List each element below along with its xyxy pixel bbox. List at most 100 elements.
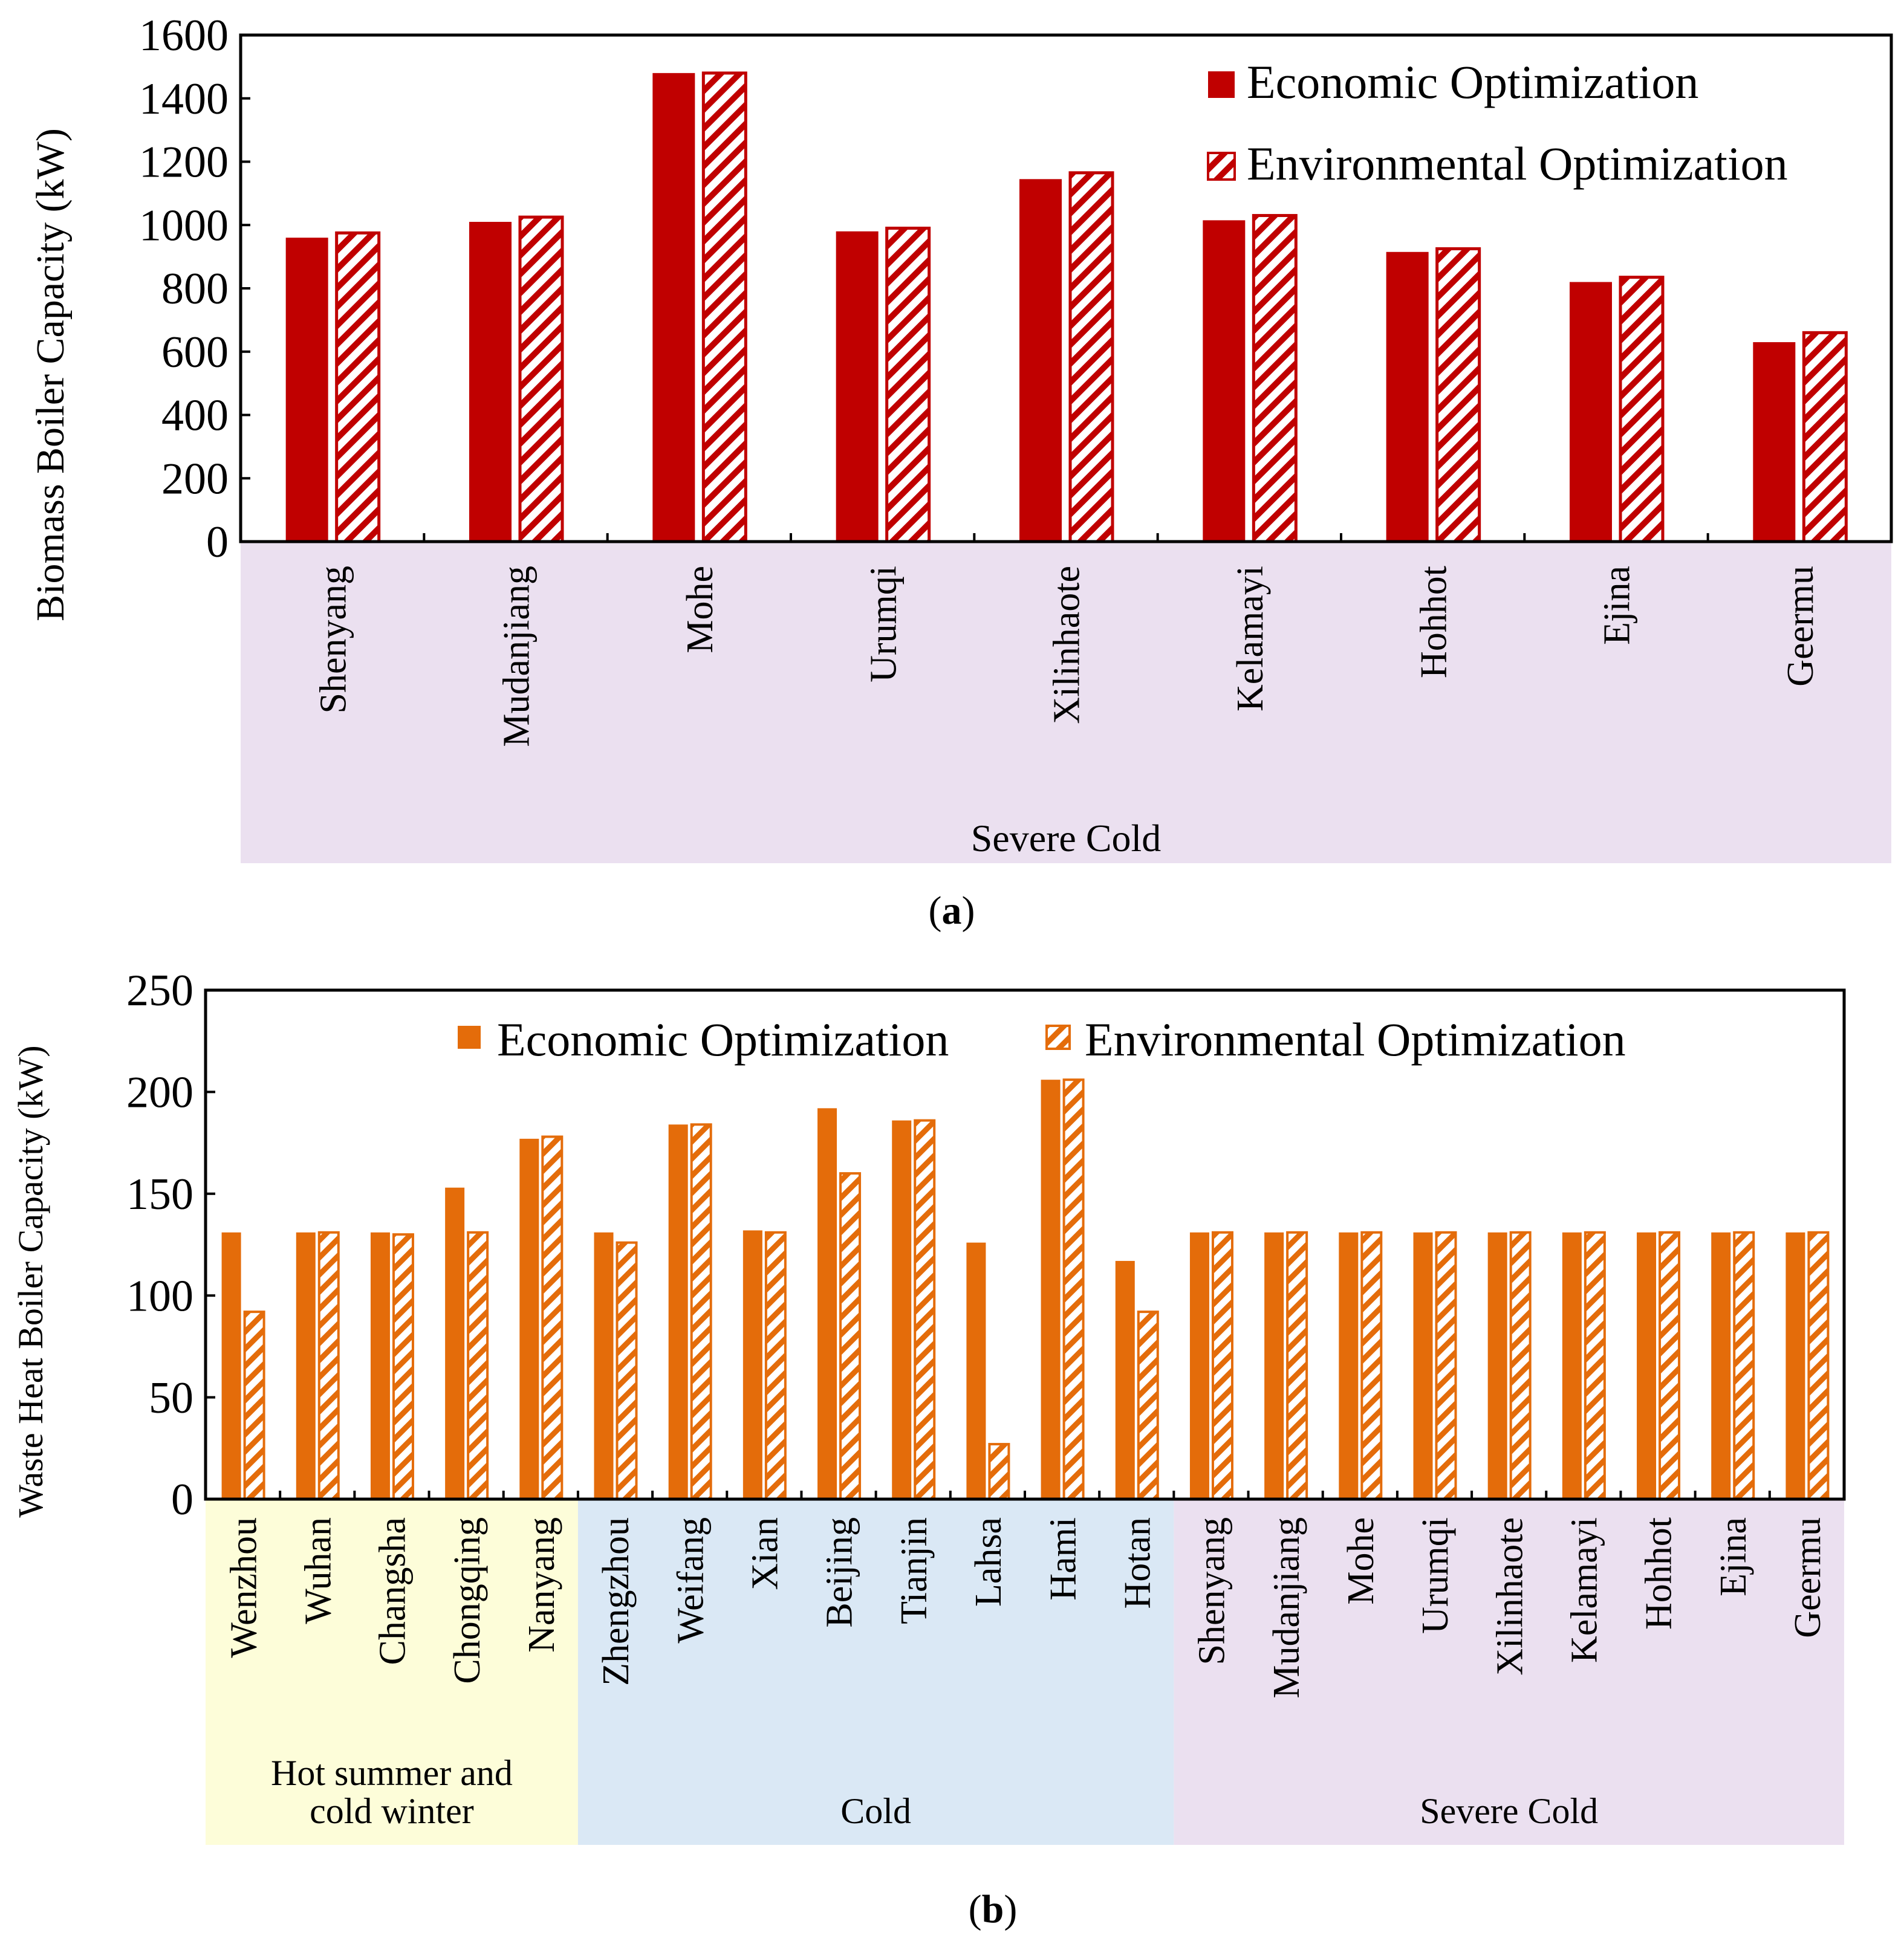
panel-a-bar-economic-xilinhaote (1019, 179, 1062, 542)
panel-b-bands (206, 1499, 1844, 1845)
panel-b-y-tick-label-150: 150 (126, 1170, 193, 1219)
panel-a-y-tick-label-600: 600 (161, 328, 229, 377)
panel-b-bar-environmental-lahsa (988, 1443, 1010, 1500)
panel-b-bar-environmental-kelamayi (1584, 1231, 1606, 1500)
panel-b-category-label-wuhan: Wuhan (297, 1517, 339, 1624)
panel-b-bar-economic-tianjin (892, 1120, 912, 1499)
panel-a-y-tick-label-800: 800 (161, 264, 229, 314)
panel-a-category-label-shenyang: Shenyang (313, 566, 354, 714)
panel-b-band-0 (206, 1499, 578, 1845)
panel-b-bar-environmental-urumqi (1435, 1231, 1457, 1500)
panel-a-bar-economic-geermu (1753, 342, 1796, 542)
panel-a-bar-economic-urumqi (836, 231, 879, 542)
panel-b-caption-letter: b (982, 1887, 1004, 1931)
panel-a-y-tick-label-0: 0 (206, 517, 229, 567)
panel-b-bar-economic-geermu (1785, 1232, 1805, 1499)
panel-b-y-tick-label-250: 250 (126, 966, 193, 1016)
panel-b-ticks: 0 50 100 150 200 250 (126, 966, 1771, 1525)
panel-b-bar-environmental-changsha (392, 1233, 414, 1501)
panel-a-bar-environmental-shenyang (335, 231, 381, 543)
panel-b-bar-environmental-hohhot (1659, 1231, 1681, 1500)
panel-b-bar-environmental-hami (1062, 1078, 1085, 1500)
panel-b-category-label-xilinhaote: Xilinhaote (1489, 1517, 1530, 1676)
panel-a-bar-environmental-mohe (701, 71, 747, 543)
panel-b-bar-economic-urumqi (1413, 1232, 1433, 1499)
panel-b-bar-environmental-chongqing (467, 1231, 489, 1500)
panel-b-bar-economic-xian (742, 1230, 762, 1499)
panel-a-legend-swatch-economic (1208, 71, 1235, 98)
panel-b-bar-economic-shenyang (1189, 1232, 1209, 1499)
panel-b-bar-environmental-zhengzhou (616, 1241, 638, 1501)
panel-b-bar-environmental-wenzhou (243, 1311, 265, 1501)
panel-b-y-tick-label-50: 50 (149, 1373, 193, 1423)
panel-a-category-labels: Shenyang Mudanjiang Mohe Urumqi Xilinhaote Ke… (313, 566, 1821, 747)
panel-b-category-label-hohhot: Hohhot (1639, 1517, 1680, 1630)
panel-b-bar-environmental-wuhan (317, 1231, 340, 1500)
panel-b-bar-environmental-nanyang (541, 1135, 564, 1500)
panel-b-category-label-kelamayi: Kelamayi (1564, 1517, 1605, 1663)
panel-b-bar-economic-mudanjiang (1264, 1232, 1284, 1499)
panel-a-bar-environmental-hohhot (1435, 247, 1481, 543)
panel-b-category-label-mohe: Mohe (1340, 1517, 1382, 1605)
panel-b-bar-economic-wenzhou (221, 1232, 241, 1499)
panel-b-bar-economic-nanyang (519, 1138, 539, 1499)
panel-b-caption: (b) (969, 1887, 1018, 1931)
panel-a-category-label-hohhot: Hohhot (1413, 566, 1454, 678)
panel-b-group-label-0-line-1: cold winter (310, 1791, 474, 1831)
panel-a-group-label-0: Severe Cold (971, 817, 1162, 860)
panel-b-bar-economic-mohe (1339, 1232, 1359, 1499)
panel-a-band-0 (241, 542, 1891, 863)
panel-b-bar-economic-beijing (817, 1108, 837, 1499)
panel-a-y-tick-label-1600: 1600 (139, 11, 229, 60)
panel-b-category-label-chongqing: Chongqing (447, 1517, 488, 1684)
panel-b-bar-environmental-ejina (1733, 1231, 1755, 1500)
panel-b-category-label-beijing: Beijing (819, 1517, 860, 1628)
panel-b-y-tick-label-0: 0 (171, 1475, 193, 1525)
panel-a-bands (241, 542, 1891, 863)
panel-b-category-label-mudanjiang: Mudanjiang (1266, 1517, 1307, 1699)
panel-b-bar-economic-hami (1041, 1080, 1061, 1499)
panel-a-bar-economic-kelamayi (1203, 220, 1246, 542)
panel-b-bar-economic-weifang (668, 1124, 688, 1499)
panel-b-legend-label-economic: Economic Optimization (497, 1013, 949, 1066)
panel-b-bar-environmental-xilinhaote (1509, 1231, 1532, 1500)
panel-a-bar-environmental-kelamayi (1252, 214, 1298, 543)
panel-b-category-label-nanyang: Nanyang (521, 1517, 562, 1653)
panel-a-y-tick-label-1000: 1000 (139, 201, 229, 250)
panel-b-y-tick-label-100: 100 (126, 1271, 193, 1321)
panel-b-category-label-weifang: Weifang (670, 1517, 711, 1643)
panel-b-group-label-0-line-0: Hot summer and (271, 1753, 513, 1793)
panel-b-bar-economic-chongqing (445, 1187, 465, 1499)
panel-a-category-label-mudanjiang: Mudanjiang (496, 566, 538, 747)
panel-b-bar-environmental-shenyang (1211, 1231, 1233, 1500)
panel-a-bars (285, 71, 1848, 543)
panel-b-group-label-1: Cold (840, 1791, 911, 1831)
panel-a-category-label-kelamayi: Kelamayi (1230, 566, 1271, 711)
panel-a-y-tick-label-1400: 1400 (139, 74, 229, 124)
panel-b-bar-environmental-weifang (690, 1123, 712, 1500)
panel-b-bar-environmental-geermu (1807, 1231, 1830, 1500)
panel-b-bar-environmental-xian (764, 1231, 787, 1500)
panel-a-y-tick-label-400: 400 (161, 391, 229, 441)
panel-a-category-label-xilinhaote: Xilinhaote (1047, 566, 1088, 724)
panel-a-y-axis-title: Biomass Boiler Capacity (kW) (28, 128, 73, 621)
panel-a-category-label-mohe: Mohe (680, 566, 721, 653)
panel-a-bar-economic-mudanjiang (469, 222, 512, 542)
panel-a-category-label-urumqi: Urumqi (863, 566, 904, 682)
panel-b-bar-economic-ejina (1711, 1232, 1731, 1499)
panel-a-legend-swatch-environmental (1207, 152, 1236, 181)
panel-b-bar-economic-hotan (1115, 1260, 1135, 1499)
panel-b-category-label-urumqi: Urumqi (1415, 1517, 1456, 1634)
panel-b-band-2 (1174, 1499, 1844, 1845)
panel-a-bar-environmental-xilinhaote (1068, 171, 1114, 543)
panel-b-category-label-shenyang: Shenyang (1192, 1517, 1233, 1665)
panel-a-caption: (a) (929, 889, 975, 933)
panel-b-bar-environmental-beijing (839, 1172, 862, 1500)
panel-b-bar-environmental-mudanjiang (1286, 1231, 1308, 1500)
panel-b-bar-economic-zhengzhou (594, 1232, 614, 1499)
panel-b-group-label-2: Severe Cold (1420, 1791, 1598, 1831)
panel-b-category-label-lahsa: Lahsa (968, 1517, 1009, 1607)
panel-b-bar-environmental-hotan (1137, 1311, 1159, 1501)
panel-a-ticks: 0 200 400 600 800 1000 1200 1400 1600 (139, 11, 1709, 567)
